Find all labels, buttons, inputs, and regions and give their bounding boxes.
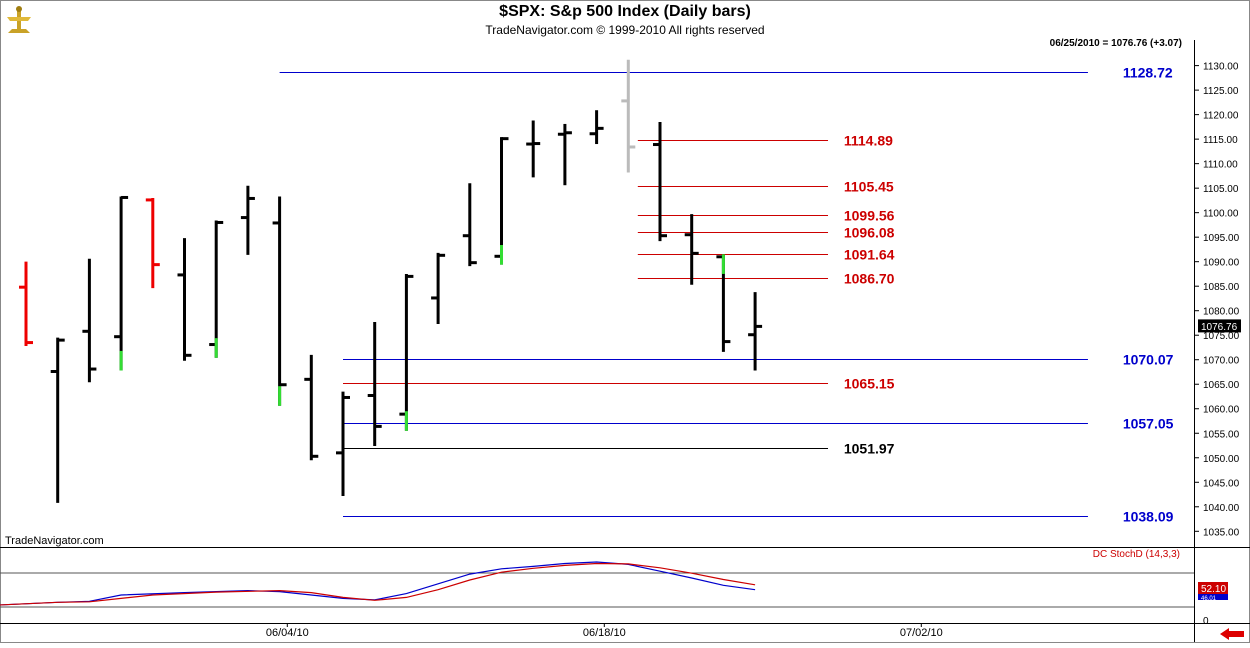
y-tick-label: 1035.00 [1203,527,1240,538]
y-tick-label: 1115.00 [1203,135,1238,146]
stoch-blue-value-box [1198,594,1228,600]
stoch-red-value-box [1198,582,1228,594]
stoch-axis-label: 0 [1203,616,1209,627]
level-label: 1051.97 [844,441,895,457]
y-tick-label: 1090.00 [1203,258,1240,269]
y-tick-label: 1075.00 [1203,331,1240,342]
level-label: 1038.09 [1123,509,1174,525]
y-tick-label: 1110.00 [1203,160,1238,171]
indicator-label: DC StochD (14,3,3) [1092,549,1180,560]
stoch-blue-line [0,561,756,606]
y-tick-label: 1045.00 [1203,478,1240,489]
level-label: 1057.05 [1123,416,1174,432]
y-tick-label: 1055.00 [1203,429,1240,440]
y-tick-label: 1060.00 [1203,405,1240,416]
y-tick-label: 1130.00 [1203,62,1239,73]
x-tick-label: 07/02/10 [900,627,943,639]
level-label: 1086.70 [844,271,895,287]
last-price-label: 1076.76 [1201,322,1238,333]
y-tick-label: 1040.00 [1203,503,1240,514]
level-label: 1099.56 [844,208,895,224]
x-tick-label: 06/04/10 [266,627,309,639]
y-tick-label: 1080.00 [1203,307,1240,318]
level-label: 1091.64 [844,247,895,263]
y-tick-label: 1050.00 [1203,454,1240,465]
y-tick-label: 1095.00 [1203,233,1240,244]
last-price-box [1198,319,1241,333]
trade-navigator-logo-icon [4,3,34,37]
y-tick-label: 1105.00 [1203,184,1239,195]
stoch-blue-value: 46.01 [1201,596,1217,602]
level-label: 1105.45 [844,179,894,195]
x-tick-label: 06/18/10 [583,627,626,639]
scroll-left-arrow-icon[interactable] [1220,628,1244,640]
y-tick-label: 1100.00 [1203,209,1239,220]
stoch-red-value: 52.10 [1201,584,1226,595]
y-tick-label: 1085.00 [1203,282,1240,293]
level-label: 1065.15 [844,376,895,392]
stoch-red-line [0,562,756,606]
y-tick-label: 1120.00 [1203,111,1239,122]
level-label: 1070.07 [1123,352,1174,368]
level-label: 1114.89 [844,133,893,149]
chart-subtitle: TradeNavigator.com © 1999-2010 All right… [485,23,765,37]
y-tick-label: 1125.00 [1203,86,1239,97]
chart-title: $SPX: S&p 500 Index (Daily bars) [499,3,751,20]
level-label: 1128.72 [1123,65,1173,81]
price-readout: 06/25/2010 = 1076.76 (+3.07) [1049,38,1182,49]
y-tick-label: 1070.00 [1203,356,1240,367]
y-tick-label: 1065.00 [1203,380,1240,391]
level-label: 1096.08 [844,225,895,241]
watermark-text: TradeNavigator.com [5,535,104,547]
